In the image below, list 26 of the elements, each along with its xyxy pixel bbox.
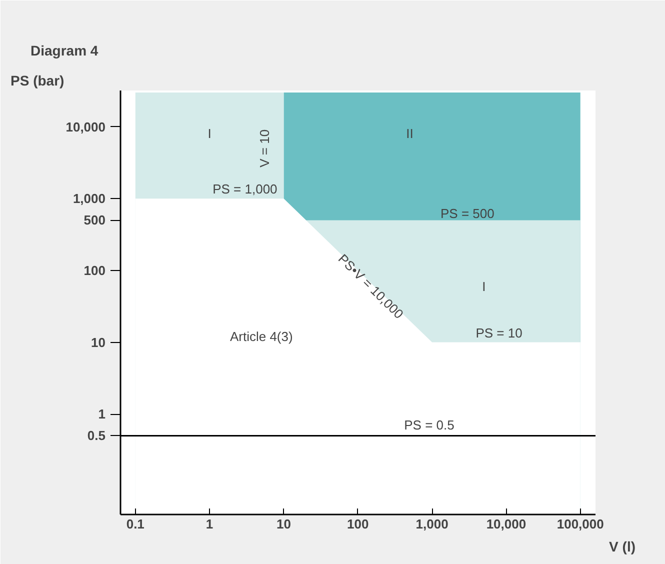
annotation: I [482, 278, 486, 294]
y-axis-title: PS (bar) [10, 72, 64, 88]
x-tick-label: 10 [276, 516, 291, 532]
x-axis-title: V (l) [609, 538, 636, 554]
x-tick-label: 100 [347, 516, 369, 532]
y-tick-label: 10 [91, 334, 106, 350]
x-tick-label: 100,000 [556, 516, 604, 532]
annotation: Article 4(3) [230, 329, 293, 344]
y-tick-label: 10,000 [66, 119, 106, 134]
annotation: PS = 1,000 [212, 182, 278, 197]
annotation: PS = 10 [476, 325, 522, 340]
x-tick-label: 1,000 [416, 516, 448, 532]
chart-title: Diagram 4 [30, 42, 98, 58]
x-tick-label: 10,000 [486, 516, 526, 532]
ref-line-label: PS = 0.5 [404, 418, 454, 433]
y-tick-label: 100 [84, 262, 106, 278]
annotation: V = 10 [256, 129, 272, 168]
y-tick-label: 0.5 [87, 428, 106, 444]
annotation: II [406, 126, 414, 142]
x-tick-label: 1 [206, 516, 214, 532]
y-tick-label: 1,000 [72, 191, 106, 206]
annotation: PS = 500 [440, 206, 494, 222]
y-tick-label: 1 [98, 406, 106, 422]
y-tick-label: 500 [84, 212, 106, 228]
x-tick-label: 0.1 [126, 516, 144, 532]
annotation: I [208, 126, 212, 142]
